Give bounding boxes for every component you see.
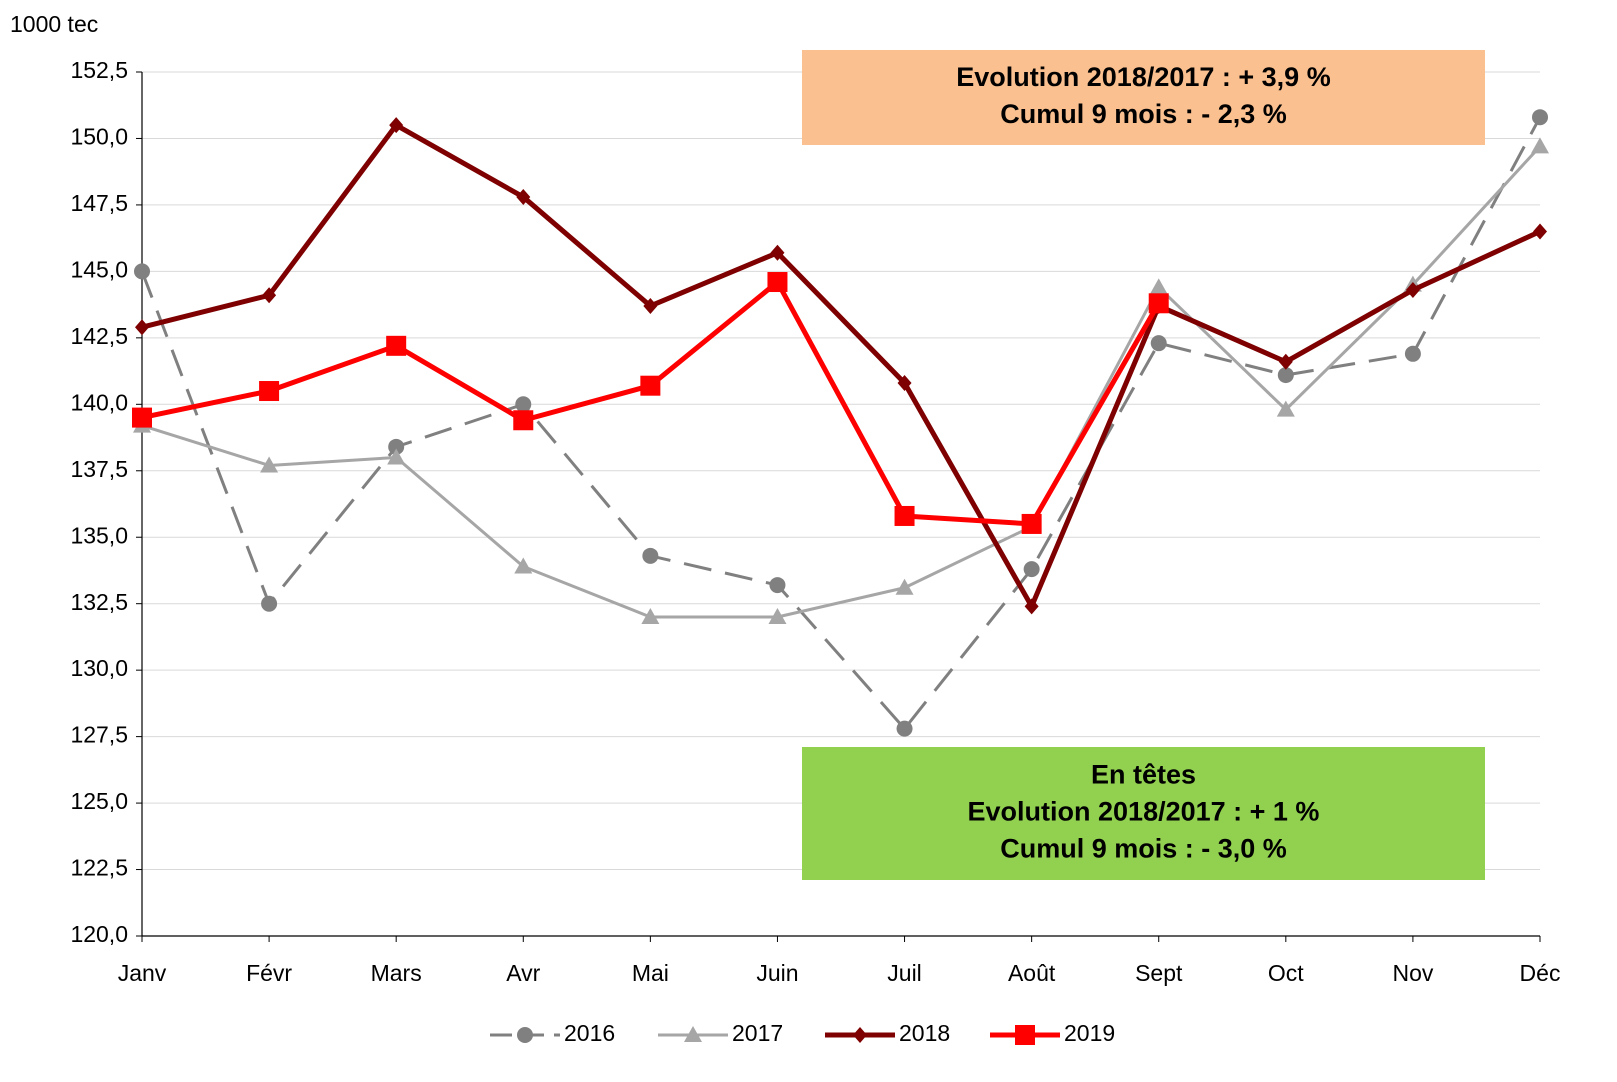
marker: [260, 456, 279, 473]
marker: [135, 319, 149, 336]
marker: [1277, 367, 1294, 384]
marker: [684, 1026, 702, 1042]
marker: [1150, 335, 1167, 352]
marker: [1149, 278, 1168, 295]
legend-label: 2017: [732, 1020, 783, 1046]
x-tick-label: Juin: [756, 960, 798, 986]
marker: [514, 557, 533, 574]
legend-label: 2016: [564, 1020, 615, 1046]
y-tick-label: 147,5: [70, 190, 128, 216]
marker: [642, 547, 659, 564]
marker: [389, 117, 404, 134]
marker: [1532, 109, 1548, 126]
x-tick-label: Févr: [246, 960, 292, 986]
annotation-text: Evolution 2018/2017 : + 3,9 %: [956, 62, 1330, 92]
marker: [768, 607, 787, 624]
x-tick-label: Avr: [506, 960, 540, 986]
marker: [767, 272, 788, 293]
marker: [1531, 137, 1549, 154]
marker: [770, 244, 785, 261]
x-tick-label: Juil: [887, 960, 922, 986]
series: [133, 137, 1549, 624]
x-tick-label: Oct: [1268, 960, 1304, 986]
marker: [1404, 345, 1421, 362]
marker: [261, 595, 278, 612]
marker: [1021, 513, 1042, 534]
marker: [132, 407, 152, 428]
y-tick-label: 135,0: [70, 522, 128, 548]
y-tick-label: 130,0: [70, 655, 128, 681]
annotation-box: [802, 747, 1485, 880]
marker: [641, 607, 660, 624]
legend-label: 2018: [899, 1020, 950, 1046]
x-tick-label: Nov: [1392, 960, 1433, 986]
series: [134, 109, 1548, 737]
marker: [643, 297, 658, 314]
y-axis-label: 1000 tec: [10, 11, 98, 37]
series: [132, 272, 1169, 534]
marker: [517, 1027, 533, 1043]
marker: [1023, 561, 1040, 578]
y-tick-label: 120,0: [70, 921, 128, 947]
marker: [515, 396, 532, 413]
marker: [1278, 353, 1293, 370]
marker: [1148, 293, 1169, 314]
x-tick-label: Déc: [1520, 960, 1561, 986]
x-tick-label: Janv: [118, 960, 167, 986]
annotation-box: [802, 50, 1485, 145]
x-tick-label: Août: [1008, 960, 1056, 986]
marker: [894, 505, 915, 526]
annotation-text: Cumul 9 mois : - 3,0 %: [1000, 834, 1287, 864]
marker: [387, 448, 406, 465]
y-tick-label: 132,5: [70, 589, 128, 615]
y-tick-label: 142,5: [70, 323, 128, 349]
marker: [388, 438, 405, 455]
legend-label: 2019: [1064, 1020, 1115, 1046]
x-tick-label: Sept: [1135, 960, 1183, 986]
series-line: [141, 122, 1542, 609]
marker: [259, 381, 280, 402]
y-tick-label: 150,0: [70, 124, 128, 150]
x-tick-label: Mars: [371, 960, 422, 986]
y-tick-label: 140,0: [70, 389, 128, 415]
x-tick-label: Mai: [632, 960, 669, 986]
marker: [1015, 1025, 1035, 1045]
marker: [513, 410, 534, 431]
marker: [895, 578, 914, 595]
series-line: [141, 145, 1542, 619]
annotation-text: Cumul 9 mois : - 2,3 %: [1000, 99, 1287, 129]
marker: [769, 577, 786, 594]
marker: [640, 375, 661, 396]
marker: [1533, 223, 1547, 240]
y-tick-label: 122,5: [70, 855, 128, 881]
marker: [1405, 281, 1420, 298]
marker: [134, 263, 150, 280]
marker: [386, 335, 407, 356]
y-tick-label: 137,5: [70, 456, 128, 482]
series-line: [140, 116, 1542, 731]
marker: [516, 188, 531, 205]
marker: [896, 720, 913, 737]
marker: [853, 1027, 867, 1043]
y-tick-label: 125,0: [70, 788, 128, 814]
marker: [262, 287, 277, 304]
y-tick-label: 145,0: [70, 256, 128, 282]
marker: [1276, 400, 1295, 417]
annotation-text: En têtes: [1091, 760, 1196, 790]
y-tick-label: 152,5: [70, 57, 128, 83]
annotation-text: Evolution 2018/2017 : + 1 %: [968, 797, 1320, 827]
y-tick-label: 127,5: [70, 722, 128, 748]
marker: [1024, 598, 1039, 615]
series-line: [141, 279, 1161, 527]
marker: [897, 375, 912, 392]
